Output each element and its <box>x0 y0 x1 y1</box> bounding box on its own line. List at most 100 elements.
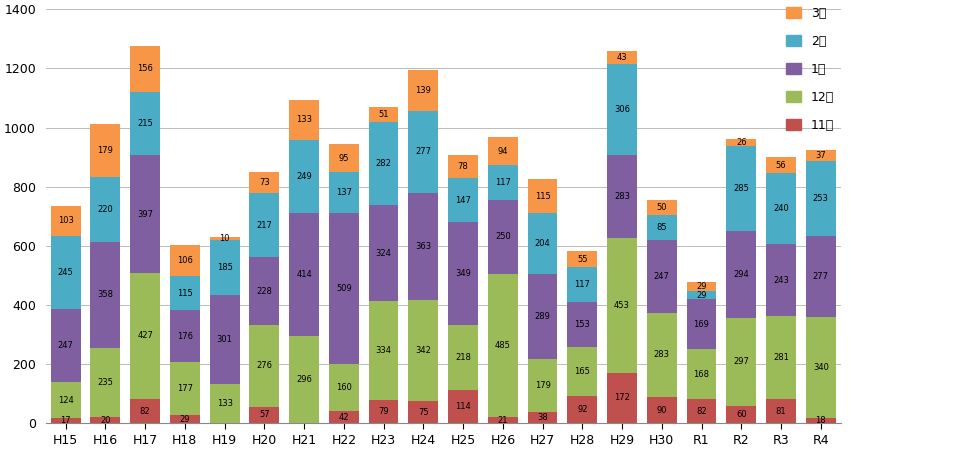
Bar <box>369 301 398 400</box>
Text: 115: 115 <box>535 192 550 201</box>
Text: 38: 38 <box>538 413 548 422</box>
Text: 95: 95 <box>339 154 349 163</box>
Bar <box>567 251 597 267</box>
Bar <box>250 172 279 193</box>
Text: 160: 160 <box>336 383 351 392</box>
Text: 240: 240 <box>773 204 789 213</box>
Text: 220: 220 <box>98 205 113 214</box>
Bar <box>170 363 200 415</box>
Text: 285: 285 <box>733 184 749 193</box>
Bar <box>329 213 359 364</box>
Bar <box>369 122 398 205</box>
Text: 43: 43 <box>616 53 627 62</box>
Text: 397: 397 <box>137 210 154 219</box>
Bar <box>329 144 359 172</box>
Text: 177: 177 <box>177 384 193 393</box>
Bar <box>766 157 796 173</box>
Text: 106: 106 <box>177 256 193 265</box>
Text: 340: 340 <box>813 364 828 372</box>
Bar <box>647 313 677 397</box>
Text: 179: 179 <box>98 146 113 155</box>
Text: 294: 294 <box>733 270 749 279</box>
Bar <box>766 400 796 423</box>
Text: 50: 50 <box>657 203 667 212</box>
Bar <box>131 92 160 155</box>
Bar <box>488 274 517 417</box>
Text: 75: 75 <box>418 408 428 417</box>
Text: 485: 485 <box>494 341 511 350</box>
Bar <box>647 397 677 423</box>
Bar <box>686 350 716 399</box>
Text: 29: 29 <box>696 282 707 291</box>
Bar <box>448 390 478 423</box>
Text: 133: 133 <box>217 399 232 408</box>
Text: 281: 281 <box>773 354 789 362</box>
Bar <box>567 396 597 423</box>
Text: 363: 363 <box>416 242 431 251</box>
Bar <box>766 316 796 400</box>
Bar <box>805 318 835 418</box>
Bar <box>448 222 478 325</box>
Text: 37: 37 <box>815 151 827 160</box>
Text: 156: 156 <box>137 64 153 73</box>
Bar <box>567 267 597 302</box>
Text: 349: 349 <box>455 269 471 278</box>
Bar <box>607 373 636 423</box>
Bar <box>131 273 160 399</box>
Text: 82: 82 <box>140 407 151 416</box>
Bar <box>51 419 81 423</box>
Text: 85: 85 <box>657 223 667 232</box>
Bar <box>329 172 359 213</box>
Text: 82: 82 <box>696 407 707 416</box>
Text: 81: 81 <box>776 407 786 416</box>
Text: 57: 57 <box>259 410 270 419</box>
Bar <box>805 418 835 423</box>
Text: 277: 277 <box>416 147 431 156</box>
Bar <box>170 276 200 310</box>
Text: 115: 115 <box>177 289 193 298</box>
Bar <box>727 147 756 231</box>
Bar <box>805 150 835 161</box>
Bar <box>250 325 279 406</box>
Bar <box>488 165 517 200</box>
Bar <box>766 244 796 316</box>
Text: 176: 176 <box>177 332 193 341</box>
Bar <box>686 399 716 423</box>
Bar <box>209 384 239 423</box>
Bar <box>528 179 558 213</box>
Text: 282: 282 <box>375 159 392 168</box>
Bar <box>250 406 279 423</box>
Text: 172: 172 <box>614 393 630 402</box>
Text: 283: 283 <box>614 192 630 201</box>
Text: 228: 228 <box>256 287 273 296</box>
Text: 78: 78 <box>458 162 468 171</box>
Text: 56: 56 <box>776 161 786 170</box>
Text: 79: 79 <box>378 407 389 416</box>
Text: 26: 26 <box>736 138 747 147</box>
Bar <box>647 200 677 215</box>
Bar <box>369 205 398 301</box>
Text: 306: 306 <box>614 105 630 114</box>
Bar <box>607 51 636 64</box>
Text: 215: 215 <box>137 119 153 128</box>
Bar <box>567 347 597 396</box>
Bar <box>90 124 120 177</box>
Text: 139: 139 <box>416 86 431 95</box>
Text: 253: 253 <box>813 193 828 202</box>
Bar <box>289 140 319 213</box>
Text: 94: 94 <box>497 147 508 156</box>
Bar <box>647 215 677 240</box>
Text: 169: 169 <box>693 320 709 329</box>
Bar <box>369 400 398 423</box>
Text: 55: 55 <box>577 255 588 264</box>
Text: 324: 324 <box>375 249 392 258</box>
Bar <box>686 282 716 291</box>
Text: 276: 276 <box>256 361 273 370</box>
Bar <box>51 206 81 236</box>
Text: 117: 117 <box>574 280 590 289</box>
Bar <box>727 231 756 318</box>
Text: 250: 250 <box>495 232 511 241</box>
Bar <box>528 412 558 423</box>
Text: 509: 509 <box>336 284 351 293</box>
Legend: 3月, 2月, 1月, 12月, 11月: 3月, 2月, 1月, 12月, 11月 <box>786 7 834 132</box>
